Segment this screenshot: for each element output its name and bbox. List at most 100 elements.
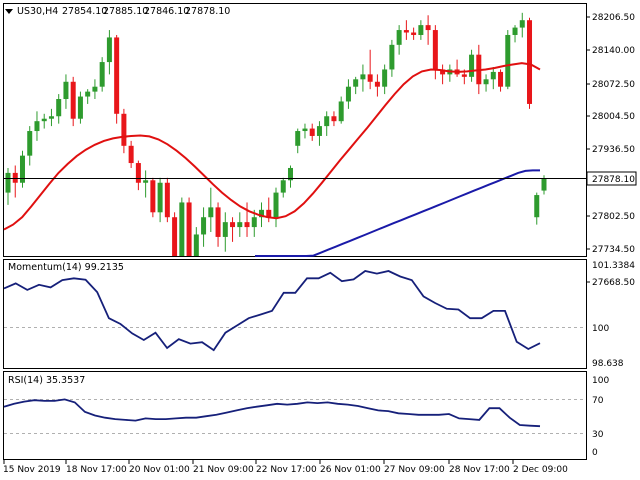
- current-price-tag: 27878.10: [586, 171, 637, 186]
- price-tick: 28004.50: [592, 112, 635, 122]
- time-tick: 20 Nov 01:00: [129, 465, 190, 475]
- momentum-line: [3, 270, 541, 352]
- candle-bullish: [389, 44, 395, 70]
- candle-bullish: [41, 118, 47, 122]
- momentum-label: Momentum(14) 99.2135: [8, 262, 124, 273]
- candle-bullish: [360, 74, 366, 80]
- time-tick: 2 Dec 09:00: [513, 465, 568, 475]
- sma-fast-line: [3, 62, 541, 231]
- candle-bullish: [34, 121, 40, 132]
- time-tick: 26 Nov 01:00: [320, 465, 381, 475]
- time-tick: 27 Nov 09:00: [384, 465, 445, 475]
- candle-bullish: [27, 131, 33, 156]
- candle-bullish: [382, 69, 388, 87]
- candle-bullish: [302, 128, 308, 132]
- candle-bullish: [193, 234, 199, 256]
- candle-bearish: [215, 207, 221, 237]
- candle-bullish: [324, 116, 330, 127]
- candle-bullish: [295, 131, 301, 146]
- candle-bullish: [519, 20, 525, 28]
- candle-bearish: [266, 209, 272, 218]
- price-tick: 28140.00: [592, 46, 635, 56]
- rsi-line: [3, 398, 541, 428]
- candle-bearish: [527, 20, 533, 104]
- candle-bearish: [425, 25, 431, 31]
- candle-bearish: [128, 145, 134, 164]
- candle-bearish: [367, 74, 373, 82]
- close-value: 27878.10: [185, 6, 230, 17]
- candle-bullish: [143, 180, 149, 183]
- candle-bearish: [244, 222, 250, 228]
- candle-bearish: [411, 32, 417, 35]
- candle-bearish: [135, 163, 141, 183]
- candle-bearish: [403, 30, 409, 33]
- time-tick: 18 Nov 17:00: [66, 465, 127, 475]
- candle-bullish: [99, 62, 105, 87]
- triangle-down-icon: [5, 9, 13, 14]
- price-tick: 28072.50: [592, 80, 635, 90]
- candle-bullish: [157, 182, 163, 213]
- price-tick: 28206.50: [592, 13, 635, 23]
- low-value: 27846.10: [144, 6, 189, 17]
- candle-bullish: [512, 27, 518, 35]
- candle-bullish: [92, 86, 98, 92]
- candle-bearish: [186, 202, 192, 256]
- candle-bullish: [106, 37, 112, 63]
- main-panel-frame: [3, 3, 587, 257]
- time-tick: 21 Nov 09:00: [193, 465, 254, 475]
- candle-bearish: [331, 116, 337, 122]
- candle-bullish: [541, 178, 547, 191]
- candle-bearish: [172, 217, 178, 256]
- candle-bullish: [19, 155, 25, 183]
- candle-bearish: [70, 81, 76, 119]
- candle-bullish: [201, 217, 207, 235]
- price-axis: 28206.50 28140.00 28072.50 28004.50 2793…: [586, 13, 635, 288]
- candle-bullish: [259, 209, 265, 218]
- candle-bullish: [237, 222, 243, 228]
- sma-slow-line: [255, 169, 540, 257]
- candle-bullish: [338, 101, 344, 122]
- candle-bullish: [396, 30, 402, 45]
- candle-bearish: [12, 172, 18, 183]
- chart-header: US30,H4 27854.10 27885.10 27846.10 27878…: [5, 6, 230, 17]
- momentum-tick: 98.638: [592, 359, 624, 369]
- candle-bullish: [5, 172, 11, 193]
- time-tick: 15 Nov 2019: [3, 465, 61, 475]
- candle-bullish: [63, 81, 69, 100]
- rsi-tick: 70: [592, 396, 604, 406]
- candle-bullish: [534, 195, 540, 218]
- candle-bearish: [114, 37, 120, 114]
- candle-bearish: [309, 128, 315, 136]
- candle-bullish: [85, 91, 91, 97]
- candle-bullish: [418, 25, 424, 35]
- momentum-tick: 100: [592, 324, 609, 334]
- candle-bearish: [461, 74, 467, 77]
- candle-bullish: [287, 167, 293, 181]
- rsi-tick: 30: [592, 430, 604, 440]
- candle-bullish: [56, 99, 62, 117]
- price-tick: 27734.50: [592, 245, 635, 255]
- momentum-tick: 101.3384: [592, 261, 635, 271]
- symbol-label: US30,H4: [17, 6, 58, 17]
- time-axis: 15 Nov 2019 18 Nov 17:00 20 Nov 01:00 21…: [3, 460, 568, 475]
- candle-bearish: [230, 222, 236, 228]
- candle-bearish: [164, 182, 170, 218]
- candle-bullish: [77, 96, 83, 119]
- candle-bearish: [440, 69, 446, 75]
- candle-bullish: [208, 207, 214, 218]
- candle-bullish: [469, 54, 475, 77]
- candle-bullish: [353, 79, 359, 87]
- time-tick: 28 Nov 17:00: [449, 465, 510, 475]
- candle-bullish: [273, 192, 279, 218]
- candle-bullish: [48, 116, 54, 119]
- rsi-label: RSI(14) 35.3537: [8, 375, 85, 386]
- current-price-label: 27878.10: [592, 175, 635, 185]
- candle-bearish: [432, 30, 438, 70]
- candle-bullish: [251, 217, 257, 228]
- candle-bullish: [505, 34, 511, 87]
- candle-bullish: [280, 180, 286, 193]
- candle-bearish: [498, 71, 504, 87]
- price-tick: 27802.50: [592, 212, 635, 222]
- time-tick: 22 Nov 17:00: [256, 465, 317, 475]
